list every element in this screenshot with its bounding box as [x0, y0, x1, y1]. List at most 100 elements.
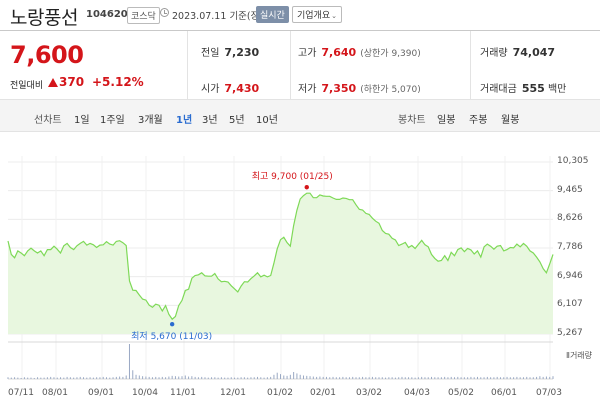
period-1d[interactable]: 1일 [74, 115, 90, 126]
volume-bar [168, 376, 170, 379]
volume-bar [411, 377, 413, 379]
volume-bar [293, 372, 295, 379]
change-amount: 370 [59, 75, 85, 89]
volume-value: 74,047 [512, 46, 556, 59]
period-10y[interactable]: 10년 [256, 115, 278, 126]
volume-bar [467, 377, 469, 379]
volume-bar [197, 377, 199, 379]
volume-bar [148, 376, 150, 379]
volume-bar [335, 377, 337, 379]
x-tick-label: 11/01 [170, 388, 196, 398]
x-tick-label: 03/02 [356, 388, 382, 398]
volume-bar [217, 377, 219, 379]
volume-bar [542, 376, 544, 379]
volume-bar [503, 377, 505, 379]
volume-bar [224, 377, 226, 379]
volume-bar [332, 376, 334, 379]
period-1y[interactable]: 1년 [176, 115, 193, 126]
x-tick-label: 07/11 [8, 388, 34, 398]
volume-bar [112, 377, 114, 379]
volume-bar [63, 377, 65, 379]
volume-bar [33, 377, 35, 379]
volume-bar [470, 376, 472, 379]
volume-bar [260, 377, 262, 379]
candle-weekly[interactable]: 주봉 [469, 115, 488, 126]
period-3y[interactable]: 3년 [202, 115, 218, 126]
candle-daily[interactable]: 일봉 [437, 115, 456, 126]
volume-bar [454, 377, 456, 379]
x-tick-label: 05/02 [448, 388, 474, 398]
volume-bar [375, 377, 377, 379]
volume-bar [476, 376, 478, 379]
volume-bar [424, 377, 426, 379]
clock-icon [160, 8, 169, 17]
volume-bar [89, 377, 91, 379]
volume-bar [522, 377, 524, 379]
y-tick-label: 8,626 [557, 213, 583, 224]
volume-bar [365, 377, 367, 379]
volume-bar [408, 377, 410, 379]
volume-bar [355, 377, 357, 379]
volume-bar [14, 377, 16, 379]
volume-bar [276, 372, 278, 379]
stock-code: 104620 [86, 9, 128, 20]
volume-bar [165, 377, 167, 379]
volume-bar [450, 376, 452, 379]
line-chart-label: 선차트 [34, 115, 62, 126]
volume-bar [243, 377, 245, 379]
volume-bar [480, 377, 482, 379]
volume-bar [434, 377, 436, 379]
volume-bar [115, 376, 117, 379]
volume-bar [20, 377, 22, 379]
volume-bar [214, 377, 216, 379]
volume-bar [227, 377, 229, 379]
volume-bar [151, 377, 153, 379]
volume-bar [306, 375, 308, 379]
period-3m[interactable]: 3개월 [138, 115, 163, 126]
x-tick-label: 02/01 [310, 388, 336, 398]
volume-bar [486, 376, 488, 379]
volume-bar [266, 377, 268, 379]
high-marker [304, 185, 309, 190]
company-overview-button[interactable]: 기업개요⌄ [292, 6, 342, 23]
volume-bar [398, 377, 400, 379]
volume-bar [516, 376, 518, 379]
volume-bar [352, 376, 354, 379]
realtime-button[interactable]: 실시간 [256, 6, 289, 23]
stock-header: 노랑풍선 104620 코스닥 2023.07.11 기준(장마감) 실시간 기… [0, 0, 600, 30]
volume-bar [56, 377, 58, 379]
volume-bar [322, 376, 324, 379]
volume-bar [381, 377, 383, 379]
volume-bar [142, 376, 144, 379]
high-cell: 고가 7,640 (상한가 9,390) [298, 46, 421, 59]
volume-bar [155, 376, 157, 379]
amount-cell: 거래대금 555 백만 [480, 82, 567, 95]
volume-bar [99, 377, 101, 379]
volume-bar [30, 377, 32, 379]
volume-bar [513, 377, 515, 379]
volume-bar [234, 377, 236, 379]
volume-bar [496, 376, 498, 379]
x-tick-label: 09/01 [88, 388, 114, 398]
volume-bar [109, 377, 111, 379]
volume-bar [549, 376, 551, 379]
period-5y[interactable]: 5년 [229, 115, 245, 126]
price-box: 7,600 전일대비 370 +5.12% [0, 31, 188, 100]
volume-bar [194, 376, 196, 379]
quote-date: 2023.07.11 기준(장마감) [172, 11, 281, 22]
candle-monthly[interactable]: 월봉 [501, 115, 520, 126]
stock-name: 노랑풍선 [10, 7, 78, 29]
open-value: 7,430 [224, 82, 260, 95]
volume-bar [188, 376, 190, 379]
volume-bar [325, 376, 327, 379]
volume-bar [545, 376, 547, 379]
volume-bar [460, 377, 462, 379]
volume-bar [132, 370, 134, 379]
prev-close-value: 7,230 [224, 46, 260, 59]
volume-bar [69, 377, 71, 379]
volume-bar [237, 377, 239, 379]
period-1w[interactable]: 1주일 [100, 115, 125, 126]
y-tick-label: 10,305 [557, 156, 589, 166]
x-tick-label: 01/02 [267, 388, 293, 398]
volume-bar [204, 377, 206, 379]
